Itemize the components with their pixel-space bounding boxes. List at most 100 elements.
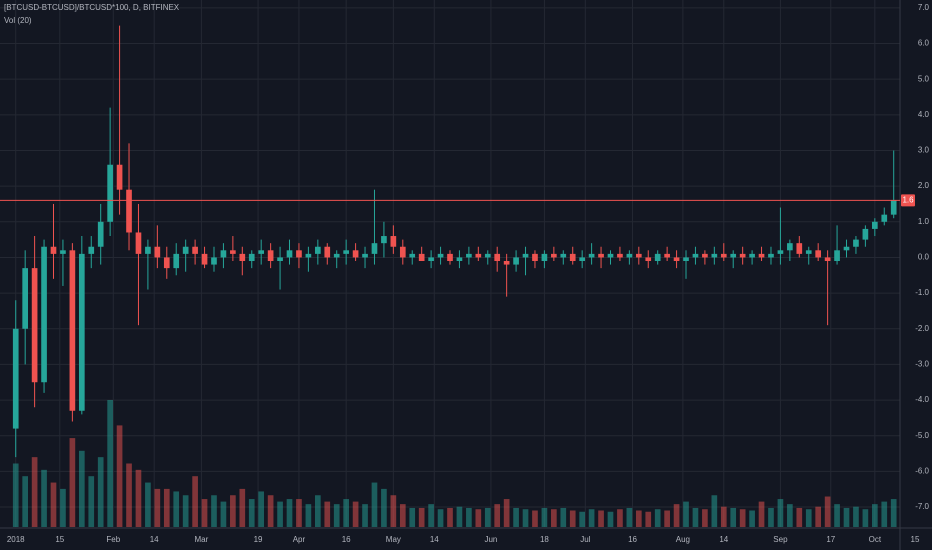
candle-body xyxy=(371,243,378,254)
volume-bar xyxy=(635,510,642,527)
candle-body xyxy=(437,253,444,258)
candle-body xyxy=(598,253,604,258)
volume-bar xyxy=(305,504,312,527)
candle-body xyxy=(730,253,737,258)
candle-body xyxy=(607,253,614,258)
volume-bar xyxy=(541,507,548,527)
chart-title: [BTCUSD-BTCUSD]/BTCUSD*100, D, BITFINEX xyxy=(4,3,180,12)
x-tick-label: 16 xyxy=(342,535,351,544)
volume-bar xyxy=(409,507,416,527)
volume-bar xyxy=(324,501,331,527)
volume-bar xyxy=(211,495,217,527)
candle-body xyxy=(88,246,95,254)
y-tick-label: 5.0 xyxy=(918,74,930,83)
volume-bar xyxy=(428,504,434,527)
volume-bar xyxy=(418,507,425,527)
volume-bar xyxy=(78,450,85,527)
volume-bar xyxy=(248,499,255,527)
volume-bar xyxy=(475,509,482,527)
candle-body xyxy=(107,164,113,222)
candle-body xyxy=(409,253,416,258)
candle-body xyxy=(163,257,170,269)
candle-body xyxy=(739,253,746,258)
candle-body xyxy=(390,236,397,247)
volume-bar xyxy=(22,476,29,527)
volume-bar xyxy=(513,507,519,527)
candle-body xyxy=(324,246,331,258)
volume-bar xyxy=(881,501,888,527)
volume-bar xyxy=(815,506,822,527)
candle-body xyxy=(12,328,19,429)
candle-body xyxy=(220,250,227,258)
volume-bar xyxy=(107,400,113,527)
candle-body xyxy=(296,250,302,258)
x-tick-label: 15 xyxy=(55,535,64,544)
x-tick-label: Sep xyxy=(773,535,788,544)
x-tick-label: 2018 xyxy=(7,535,25,544)
volume-bar xyxy=(239,488,246,527)
volume-bar xyxy=(277,501,283,527)
volume-bar xyxy=(145,482,151,527)
volume-bar xyxy=(834,504,840,527)
volume-bar xyxy=(381,488,387,527)
candle-body xyxy=(31,268,38,383)
volume-bar xyxy=(296,499,302,527)
candle-body xyxy=(532,253,538,262)
x-tick-label: Oct xyxy=(869,535,882,544)
volume-bar xyxy=(796,507,803,527)
volume-bar xyxy=(532,510,538,527)
volume-bar xyxy=(711,495,718,527)
volume-bar xyxy=(286,499,293,527)
volume-bar xyxy=(201,499,208,527)
x-tick-label: Aug xyxy=(676,535,690,544)
candle-body xyxy=(720,253,727,258)
candle-body xyxy=(78,253,85,411)
x-tick-label: Jun xyxy=(484,535,497,544)
candle-body xyxy=(201,253,208,265)
candle-body xyxy=(673,257,680,262)
volume-bar xyxy=(267,495,274,527)
candle-body xyxy=(560,253,567,258)
y-tick-label: 4.0 xyxy=(918,110,930,119)
candle-body xyxy=(768,253,774,258)
volume-bar xyxy=(315,495,321,527)
candle-body xyxy=(484,253,491,258)
volume-bar xyxy=(692,507,699,527)
candle-body xyxy=(588,253,595,258)
volume-bar xyxy=(588,509,595,527)
volume-bar xyxy=(777,499,784,527)
volume-bar xyxy=(230,495,236,527)
candle-body xyxy=(230,250,236,254)
volume-bar xyxy=(560,507,567,527)
volume-bar xyxy=(362,504,368,527)
axes: 7.0 6.0 5.0 4.0 3.0 2.0 1.0 0.0 -1.0 -2.0 -3.0 -4.0… xyxy=(0,3,930,544)
volume-bar xyxy=(60,488,66,527)
y-tick-label: -5.0 xyxy=(915,431,929,440)
candle-body xyxy=(692,253,699,258)
volume-bar xyxy=(598,510,604,527)
volume-bar xyxy=(758,501,765,527)
candle-body xyxy=(862,228,869,240)
y-tick-label: 3.0 xyxy=(918,146,930,155)
candle-body xyxy=(258,250,265,254)
x-tick-label: 14 xyxy=(719,535,728,544)
candle-body xyxy=(758,253,765,258)
volume-bar xyxy=(258,491,265,527)
volume-bar xyxy=(702,509,708,527)
price-label: 1.6 xyxy=(902,195,914,204)
candle-body xyxy=(871,221,878,229)
grid xyxy=(0,0,900,527)
volume-bar xyxy=(824,496,831,527)
candle-body xyxy=(853,239,859,247)
candle-body xyxy=(711,253,718,258)
x-tick-label: 16 xyxy=(628,535,637,544)
volume-bar xyxy=(683,501,689,527)
volume-bar xyxy=(50,482,57,527)
volume-bar xyxy=(579,511,585,527)
candle-body xyxy=(267,250,274,262)
candle-body xyxy=(664,253,670,258)
volume-bar xyxy=(456,506,463,527)
y-tick-label: 2.0 xyxy=(918,181,930,190)
candle-body xyxy=(277,257,283,262)
